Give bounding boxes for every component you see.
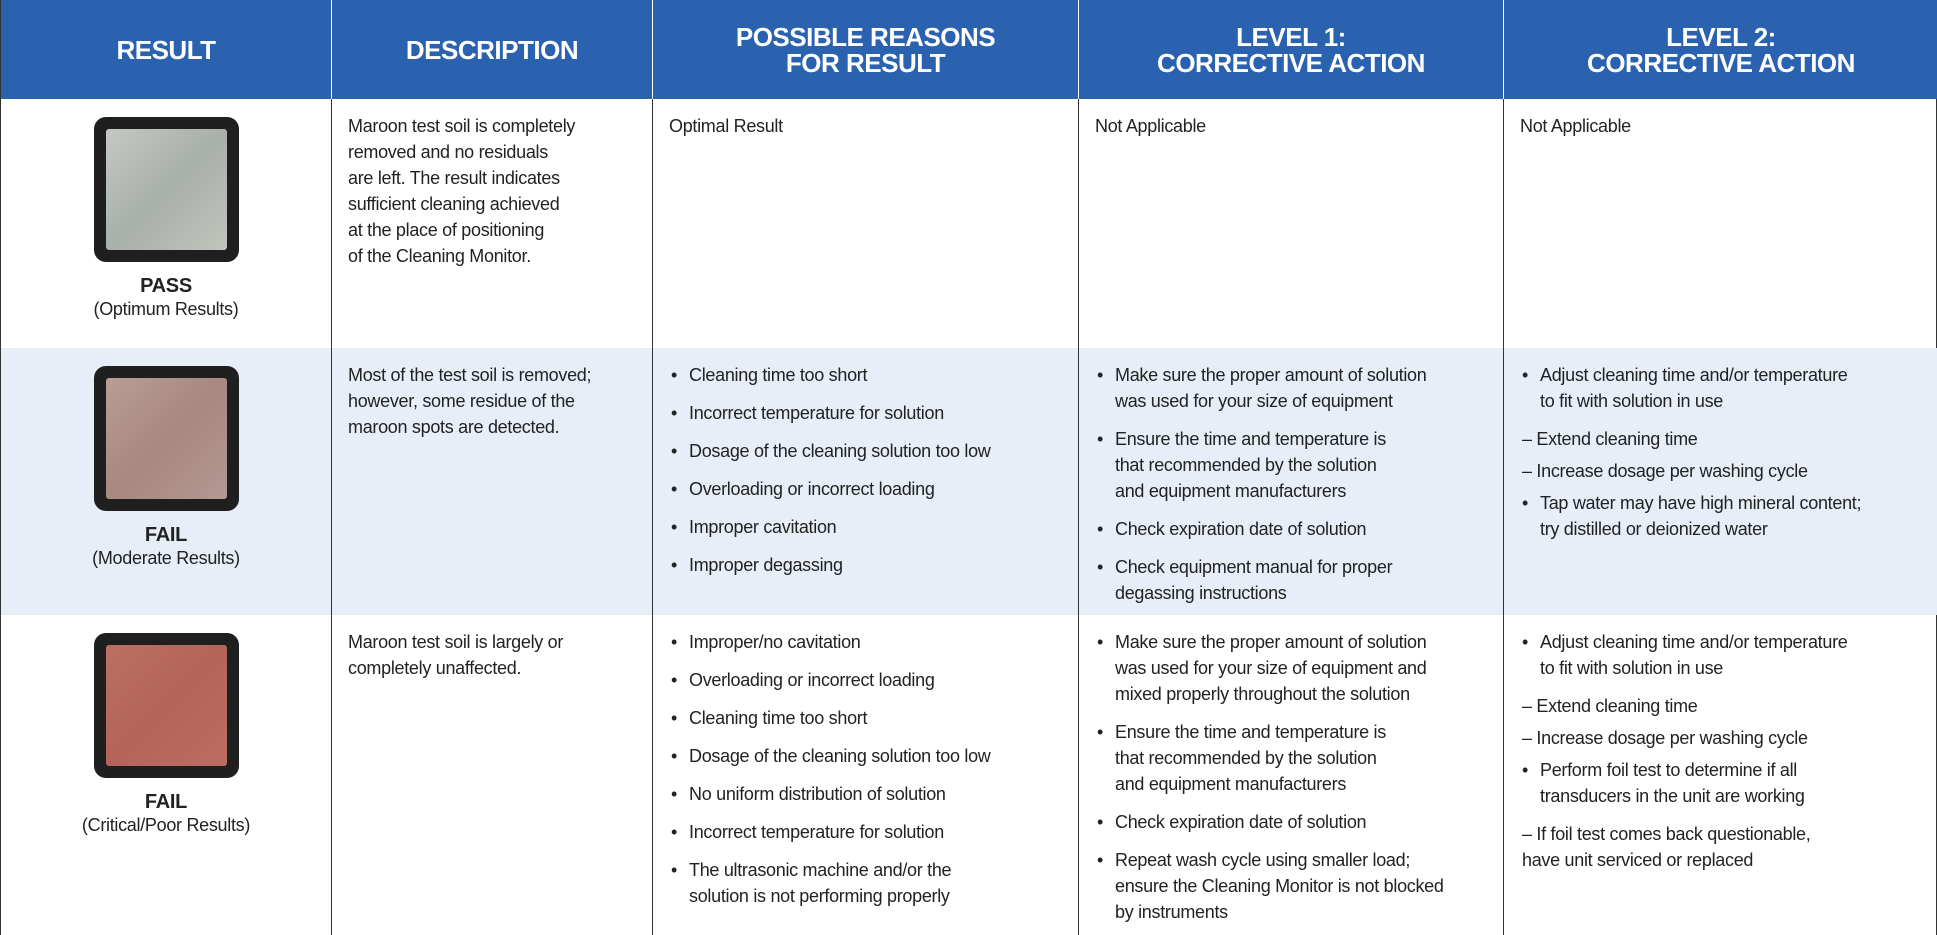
swatch <box>93 117 239 262</box>
status: FAIL <box>144 524 188 546</box>
result-cell: FAIL (Critical/Poor Results) <box>1 615 331 935</box>
list-item: Improper/no cavitation <box>669 629 1064 655</box>
cell-text: Not Applicable <box>1520 116 1631 136</box>
column-header: DESCRIPTION <box>331 0 652 99</box>
reasons-cell: Cleaning time too short Incorrect tempera… <box>652 348 1078 615</box>
list-item: Check equipment manual for proper degass… <box>1095 554 1489 606</box>
column-header: RESULT <box>1 0 331 99</box>
status-note: (Critical/Poor Results) <box>81 815 251 835</box>
list-item: – Increase dosage per washing cycle <box>1522 728 1808 748</box>
level2-cell: Not Applicable <box>1503 99 1937 348</box>
list-item: Dosage of the cleaning solution too low <box>669 438 1064 464</box>
status-note: (Moderate Results) <box>92 548 240 568</box>
list-item: – Extend cleaning time <box>1522 696 1698 716</box>
list-item: Incorrect temperature for solution <box>669 400 1064 426</box>
cell-text: Not Applicable <box>1095 116 1206 136</box>
list-item: Overloading or incorrect loading <box>669 476 1064 502</box>
list-item: Perform foil test to determine if all tr… <box>1520 757 1924 809</box>
result-cell: FAIL (Moderate Results) <box>1 348 331 615</box>
swatch <box>93 633 239 778</box>
list-item: Check expiration date of solution <box>1095 516 1489 542</box>
list-item: Improper degassing <box>669 552 1064 578</box>
cell-text: Maroon test soil is largely or completel… <box>348 632 564 678</box>
description-cell: Most of the test soil is removed; howeve… <box>331 348 652 615</box>
reasons-cell: Optimal Result <box>652 99 1078 348</box>
list-item: – Extend cleaning time <box>1522 429 1698 449</box>
column-header: POSSIBLE REASONS FOR RESULT <box>652 0 1078 99</box>
bullet-list: Cleaning time too short Incorrect tempera… <box>669 362 1064 578</box>
swatch-sample <box>105 378 227 499</box>
cell-text: Maroon test soil is completely removed a… <box>348 116 576 266</box>
column-header: LEVEL 1: CORRECTIVE ACTION <box>1078 0 1503 99</box>
list-item: Adjust cleaning time and/or temperature … <box>1520 362 1924 414</box>
swatch <box>93 366 239 511</box>
status-note: (Optimum Results) <box>93 299 239 319</box>
description-cell: Maroon test soil is completely removed a… <box>331 99 652 348</box>
swatch-sample <box>105 129 227 250</box>
list-item: Cleaning time too short <box>669 705 1064 731</box>
level1-cell: Not Applicable <box>1078 99 1503 348</box>
level2-cell: Adjust cleaning time and/or temperature … <box>1503 615 1937 935</box>
list-item: Check expiration date of solution <box>1095 809 1489 835</box>
list-item: Improper cavitation <box>669 514 1064 540</box>
bullet-list: Adjust cleaning time and/or temperature … <box>1520 629 1924 873</box>
list-item: Ensure the time and temperature is that … <box>1095 719 1489 797</box>
cell-text: Optimal Result <box>669 116 783 136</box>
list-item: Ensure the time and temperature is that … <box>1095 426 1489 504</box>
description-cell: Maroon test soil is largely or completel… <box>331 615 652 935</box>
level2-cell: Adjust cleaning time and/or temperature … <box>1503 348 1937 615</box>
bullet-list: Improper/no cavitation Overloading or inc… <box>669 629 1064 909</box>
list-item: Make sure the proper amount of solution … <box>1095 362 1489 414</box>
status: FAIL <box>144 791 188 813</box>
list-item: Dosage of the cleaning solution too low <box>669 743 1064 769</box>
list-item: Make sure the proper amount of solution … <box>1095 629 1489 707</box>
bullet-list: Make sure the proper amount of solution … <box>1095 362 1489 606</box>
column-header: LEVEL 2: CORRECTIVE ACTION <box>1503 0 1937 99</box>
bullet-list: Make sure the proper amount of solution … <box>1095 629 1489 925</box>
result-cell: PASS (Optimum Results) <box>1 99 331 348</box>
list-item: – Increase dosage per washing cycle <box>1522 461 1808 481</box>
list-item: Cleaning time too short <box>669 362 1064 388</box>
level1-cell: Make sure the proper amount of solution … <box>1078 615 1503 935</box>
list-item: Tap water may have high mineral content;… <box>1520 490 1924 542</box>
reasons-cell: Improper/no cavitation Overloading or inc… <box>652 615 1078 935</box>
list-item: – If foil test comes back questionable, … <box>1522 824 1811 870</box>
status: PASS <box>140 275 192 297</box>
cell-text: Most of the test soil is removed; howeve… <box>348 365 592 437</box>
list-item: Incorrect temperature for solution <box>669 819 1064 845</box>
level1-cell: Make sure the proper amount of solution … <box>1078 348 1503 615</box>
list-item: Adjust cleaning time and/or temperature … <box>1520 629 1924 681</box>
list-item: Overloading or incorrect loading <box>669 667 1064 693</box>
list-item: Repeat wash cycle using smaller load; en… <box>1095 847 1489 925</box>
list-item: No uniform distribution of solution <box>669 781 1064 807</box>
bullet-list: Adjust cleaning time and/or temperature … <box>1520 362 1924 542</box>
swatch-sample <box>105 645 227 766</box>
list-item: The ultrasonic machine and/or the soluti… <box>669 857 1064 909</box>
